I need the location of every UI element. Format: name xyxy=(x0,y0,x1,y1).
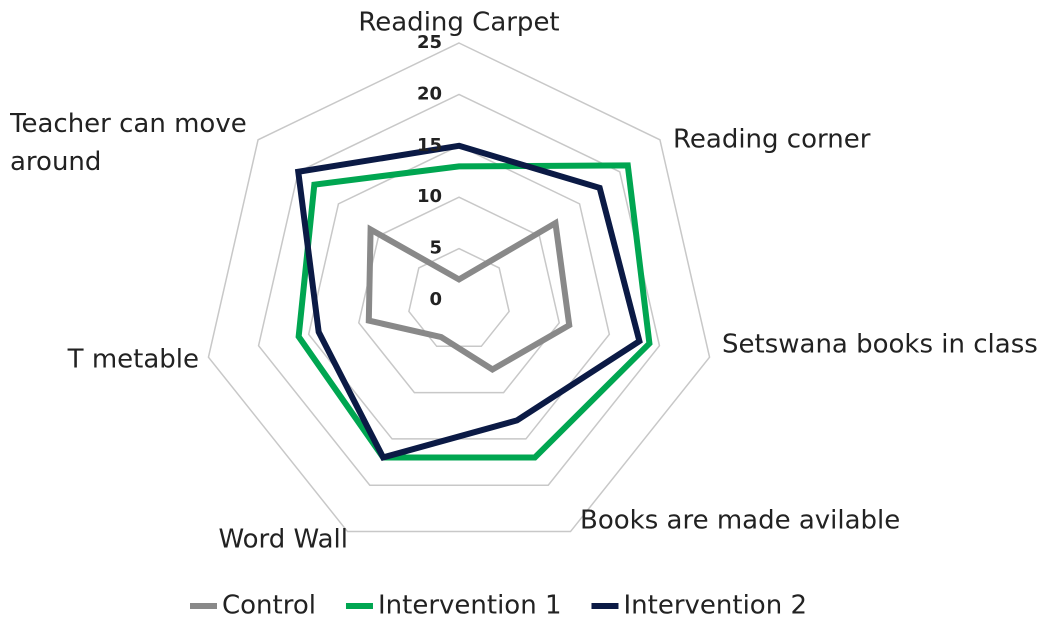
tick-label: 20 xyxy=(417,83,442,104)
axis-label: Books are made avilable xyxy=(580,506,900,536)
axis-label: Reading Carpet xyxy=(358,8,559,38)
tick-label: 25 xyxy=(417,32,442,53)
series-line xyxy=(365,218,573,373)
axis-label: Teacher can move around xyxy=(10,109,247,177)
legend-label: Control xyxy=(222,591,316,619)
axis-label: T metable xyxy=(67,345,199,375)
axis-label: Setswana books in class xyxy=(722,330,1038,360)
series-line xyxy=(295,162,653,461)
grid-ring xyxy=(257,93,661,486)
series-line xyxy=(294,142,643,461)
axis-label-box: Teacher can move around xyxy=(10,109,247,177)
legend-label: Intervention 2 xyxy=(623,591,807,619)
grid-ring xyxy=(357,196,561,394)
legend-label: Intervention 1 xyxy=(378,591,562,619)
tick-label: 5 xyxy=(429,238,442,259)
axis-label: Reading corner xyxy=(673,125,871,155)
tick-label: 15 xyxy=(417,135,442,156)
axis-label: Word Wall xyxy=(218,525,348,555)
tick-label: 0 xyxy=(429,289,442,310)
tick-label: 10 xyxy=(417,186,442,207)
grid-ring xyxy=(207,42,711,533)
